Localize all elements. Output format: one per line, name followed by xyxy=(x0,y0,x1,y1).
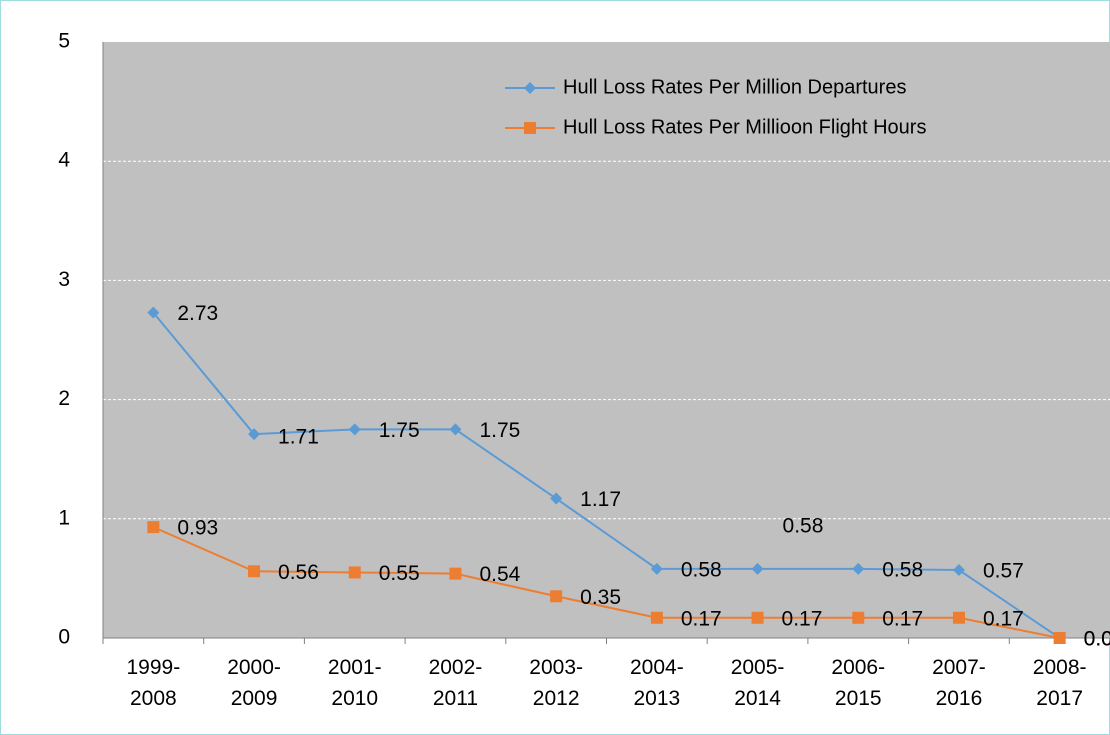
marker xyxy=(751,562,764,575)
x-tick-label: 1999-2008 xyxy=(126,656,180,710)
marker xyxy=(1053,632,1066,644)
series-line xyxy=(152,526,1060,639)
marker xyxy=(248,565,261,578)
data-label: 0.58 xyxy=(882,558,923,581)
plot-area xyxy=(103,42,1110,638)
marker xyxy=(650,611,663,624)
y-tick-label: 0 xyxy=(58,626,70,649)
y-tick-label: 5 xyxy=(58,30,70,53)
x-tick-label: 2006-2015 xyxy=(831,656,885,710)
y-tick-label: 1 xyxy=(58,506,70,529)
data-label: 0.17 xyxy=(681,607,722,630)
marker xyxy=(550,492,563,505)
x-tick-label: 2007-2016 xyxy=(932,656,986,710)
data-label: 0.00 xyxy=(1084,628,1110,651)
marker xyxy=(550,590,563,603)
data-label: 0.55 xyxy=(379,562,420,585)
marker xyxy=(348,566,361,579)
data-label: 1.75 xyxy=(479,419,520,442)
x-tick-label: 2002-2011 xyxy=(429,656,483,710)
marker xyxy=(449,567,462,580)
marker xyxy=(524,82,536,94)
marker xyxy=(248,428,261,441)
legend-label: Hull Loss Rates Per Millioon Flight Hour… xyxy=(563,116,926,138)
data-label: 1.71 xyxy=(278,426,319,449)
marker xyxy=(952,611,965,624)
data-label: 0.58 xyxy=(783,514,824,537)
data-label: 0.17 xyxy=(882,607,923,630)
x-tick-label: 2000-2009 xyxy=(227,656,281,710)
marker xyxy=(952,564,965,577)
y-tick-label: 4 xyxy=(58,149,70,172)
marker xyxy=(852,562,865,575)
data-label: 1.17 xyxy=(580,488,621,511)
marker xyxy=(852,611,865,624)
data-label: 0.58 xyxy=(681,558,722,581)
series-line xyxy=(152,311,1061,639)
data-label: 0.35 xyxy=(580,586,621,609)
data-label: 0.00 xyxy=(1084,628,1110,651)
marker xyxy=(751,611,764,624)
marker xyxy=(650,562,663,575)
data-label: 1.75 xyxy=(379,419,420,442)
data-label: 0.17 xyxy=(782,607,823,630)
data-label: 0.17 xyxy=(983,607,1024,630)
data-label: 0.56 xyxy=(278,561,319,584)
x-tick-label: 2001-2010 xyxy=(328,656,382,710)
x-tick-label: 2005-2014 xyxy=(731,656,785,710)
data-label: 2.73 xyxy=(177,302,218,325)
data-label: 0.93 xyxy=(177,517,218,540)
x-tick-label: 2008-2017 xyxy=(1033,656,1087,710)
y-tick-label: 3 xyxy=(58,268,70,291)
marker xyxy=(147,306,160,319)
y-tick-label: 2 xyxy=(58,387,70,410)
marker xyxy=(524,122,536,134)
x-tick-label: 2004-2013 xyxy=(630,656,684,710)
marker xyxy=(147,521,160,534)
x-tick-label: 2003-2012 xyxy=(529,656,583,710)
data-label: 0.54 xyxy=(479,563,520,586)
data-label: 0.57 xyxy=(983,560,1024,583)
legend-label: Hull Loss Rates Per Million Departures xyxy=(563,76,906,98)
marker xyxy=(348,423,361,436)
marker xyxy=(449,423,462,436)
